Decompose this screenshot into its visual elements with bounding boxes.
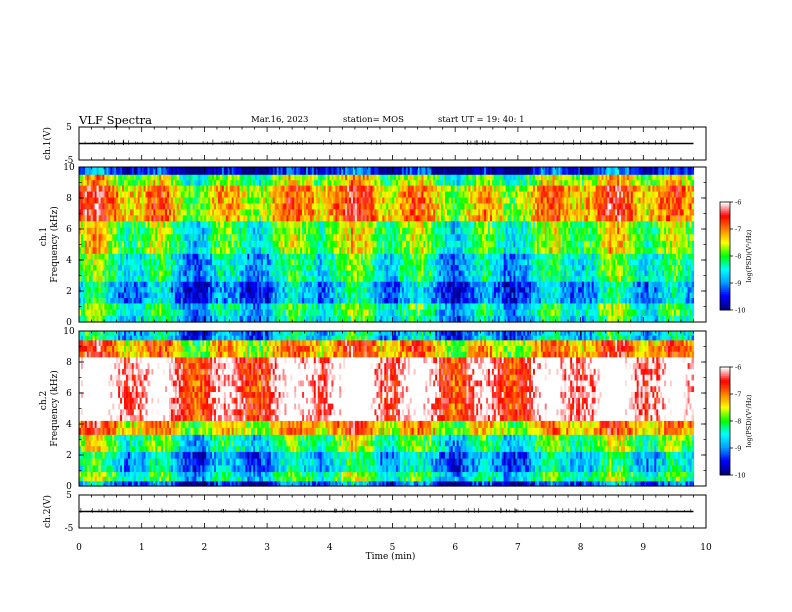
colorbar-label: log(PSD)(V²/Hz) [745,394,753,447]
colorbar-tick-label: -10 [735,307,745,315]
y-axis-title: ch.2(V) [42,495,53,528]
spectrogram-ch2 [79,331,694,487]
x-tick-label: 6 [452,543,458,553]
x-tick-label: 0 [76,543,82,553]
y-tick-label: 8 [66,194,72,204]
y-tick-label: 4 [66,420,72,430]
y-tick-label: 2 [66,287,72,297]
colorbar-label: log(PSD)(V²/Hz) [745,229,753,282]
spectrogram-ch1 [79,167,694,323]
y-axis-title-frequency: Frequency (kHz) [49,370,60,447]
vlf-figure: ch.1(V)ch.2(V)ch.1 Frequency (kHz)ch.2 Fre… [0,0,792,612]
colorbar-tick-label: -10 [735,472,745,480]
colorbar-tick-label: -8 [735,253,741,261]
y-axis-title-frequency: Frequency (kHz) [49,206,60,283]
y-tick-label: -5 [65,524,74,534]
y-tick-label: 6 [66,225,72,235]
colorbar-tick-label: -7 [735,226,741,234]
x-tick-label: 2 [202,543,208,553]
y-tick-label: 10 [63,163,75,173]
y-axis-title-channel: ch.2 [39,391,49,410]
colorbar-tick-label: -7 [735,391,741,399]
x-tick-label: 8 [578,543,584,553]
x-tick-label: 4 [327,543,333,553]
y-axis-title: ch.1(V) [42,127,53,160]
colorbar-tick-label: -6 [735,364,741,372]
x-tick-label: 3 [264,543,270,553]
x-tick-label: 9 [640,543,646,553]
y-tick-label: 6 [66,389,72,399]
x-tick-label: 7 [515,543,521,553]
y-tick-label: 4 [66,256,72,266]
y-tick-label: 8 [66,358,72,368]
y-tick-label: 2 [66,451,72,461]
y-tick-label: 10 [63,327,75,337]
x-tick-label: 10 [700,543,712,553]
colorbar-tick-label: -8 [735,418,741,426]
x-axis-title: Time (min) [366,551,416,562]
colorbar-tick-label: -9 [735,445,741,453]
colorbar-ch1 [720,202,730,311]
colorbar-tick-label: -6 [735,199,741,207]
y-axis-title-channel: ch.1 [39,227,49,246]
colorbar-ch2 [720,367,730,476]
y-tick-label: 5 [66,491,72,501]
x-tick-label: 1 [139,543,145,553]
colorbar-tick-label: -9 [735,280,741,288]
y-tick-label: 5 [66,123,72,133]
